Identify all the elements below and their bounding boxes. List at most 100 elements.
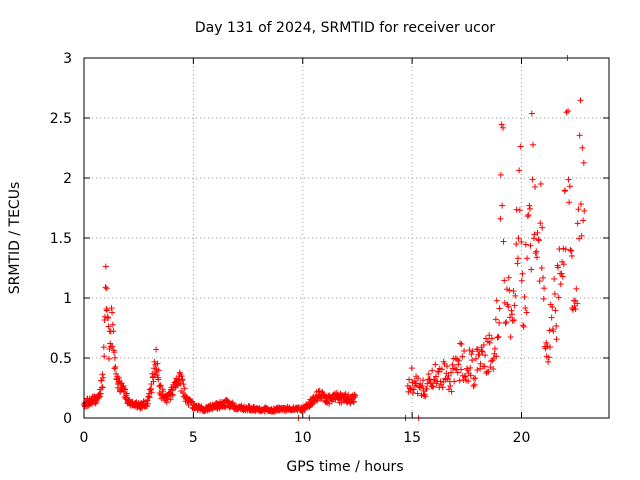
plot-frame — [83, 57, 610, 419]
data-point — [479, 348, 486, 355]
data-point — [553, 322, 560, 329]
data-point — [465, 378, 472, 385]
data-point — [528, 266, 535, 273]
data-point — [529, 176, 536, 183]
data-point — [494, 334, 501, 341]
data-point — [500, 124, 507, 131]
data-point — [160, 388, 167, 395]
data-point — [581, 207, 588, 214]
data-point — [150, 365, 157, 372]
data-point — [439, 384, 446, 391]
data-point — [524, 255, 531, 262]
data-point — [123, 390, 130, 397]
data-point — [113, 370, 120, 377]
data-point — [350, 398, 357, 405]
data-point — [429, 367, 436, 374]
data-point — [102, 284, 109, 291]
data-point — [574, 220, 581, 227]
data-point — [505, 274, 512, 281]
data-point — [520, 322, 527, 329]
data-point — [167, 396, 174, 403]
data-point — [570, 306, 577, 313]
data-point — [451, 378, 458, 385]
data-point — [326, 400, 333, 407]
data-point — [99, 371, 106, 378]
data-point — [111, 349, 118, 356]
data-point — [452, 355, 459, 362]
data-point — [99, 384, 106, 391]
data-point — [405, 388, 412, 395]
data-point — [169, 392, 176, 399]
x-tick-label: 20 — [513, 430, 531, 446]
data-point — [553, 336, 560, 343]
data-point — [493, 353, 500, 360]
y-tick-label: 0.5 — [50, 351, 72, 367]
data-point — [568, 252, 575, 259]
y-axis-title: SRMTID / TECUs — [7, 182, 23, 295]
data-point — [96, 393, 103, 400]
data-point — [497, 171, 504, 178]
data-point — [102, 263, 109, 270]
data-point — [322, 398, 329, 405]
data-point — [122, 386, 129, 393]
data-point — [565, 176, 572, 183]
data-point — [147, 386, 154, 393]
data-point — [503, 286, 510, 293]
data-point — [537, 220, 544, 227]
data-point — [540, 274, 547, 281]
data-point — [418, 392, 425, 399]
data-point — [477, 360, 484, 367]
data-point — [101, 353, 108, 360]
data-point — [444, 363, 451, 370]
data-point — [97, 390, 104, 397]
data-point — [462, 373, 469, 380]
data-point — [547, 344, 554, 351]
data-point — [105, 355, 112, 362]
data-point — [550, 328, 557, 335]
data-point — [109, 321, 116, 328]
data-point — [409, 389, 416, 396]
data-point — [566, 199, 573, 206]
data-point — [532, 183, 539, 190]
data-point — [189, 398, 196, 405]
data-point — [146, 394, 153, 401]
data-point — [157, 382, 164, 389]
data-point — [426, 376, 433, 383]
x-tick-label: 5 — [189, 430, 198, 446]
data-point — [181, 385, 188, 392]
data-point — [474, 346, 481, 353]
data-point — [528, 110, 535, 117]
data-point — [497, 215, 504, 222]
data-point — [546, 327, 553, 334]
data-point — [481, 363, 488, 370]
data-point — [485, 368, 492, 375]
data-point — [459, 353, 466, 360]
data-point — [555, 294, 562, 301]
data-point — [157, 383, 164, 390]
data-point — [576, 235, 583, 242]
data-point — [577, 97, 584, 104]
data-point — [534, 229, 541, 236]
data-point — [109, 343, 116, 350]
data-point — [512, 292, 519, 299]
data-point — [579, 144, 586, 151]
data-point — [103, 285, 110, 292]
data-point — [557, 281, 564, 288]
data-point — [414, 390, 421, 397]
data-point — [115, 381, 122, 388]
data-point — [573, 285, 580, 292]
data-point — [491, 345, 498, 352]
data-point — [511, 302, 518, 309]
data-point — [523, 309, 530, 316]
data-point — [522, 241, 529, 248]
data-point — [449, 361, 456, 368]
data-point — [516, 207, 523, 214]
data-point — [149, 370, 156, 377]
data-point — [423, 385, 430, 392]
data-point — [568, 247, 575, 254]
data-point — [429, 383, 436, 390]
data-point — [154, 372, 161, 379]
data-point — [467, 364, 474, 371]
data-point — [98, 377, 105, 384]
data-point — [478, 347, 485, 354]
